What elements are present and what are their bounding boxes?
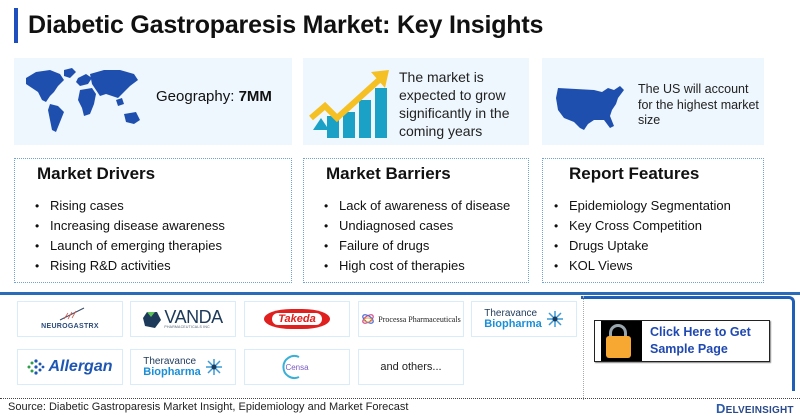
list-item: Epidemiology Segmentation — [554, 196, 731, 216]
report-features-section: Report Features Epidemiology Segmentatio… — [542, 158, 764, 283]
source-text: Source: Diabetic Gastroparesis Market In… — [8, 401, 409, 413]
list-item: Rising R&D activities — [35, 256, 225, 276]
logo-others: and others... — [358, 349, 464, 385]
market-drivers-list: Rising cases Increasing disease awarenes… — [35, 196, 225, 276]
cta-label: Click Here to Get Sample Page — [642, 321, 751, 361]
theravance-star-icon — [205, 359, 222, 375]
list-item: Failure of drugs — [324, 236, 510, 256]
unlock-icon — [601, 321, 642, 361]
cta-divider — [583, 296, 584, 400]
market-barriers-section: Market Barriers Lack of awareness of dis… — [303, 158, 529, 283]
brand-rest: ELVEINSIGHT — [725, 405, 794, 416]
logo-processa: Processa Pharmaceuticals — [358, 301, 464, 337]
us-map-icon — [556, 86, 624, 130]
geography-value: 7MM — [238, 88, 272, 105]
list-item: High cost of therapies — [324, 256, 510, 276]
theravance-name-2: Biopharma — [143, 365, 201, 378]
vanda-mark-icon — [143, 312, 162, 328]
theravance-name-1: Theravance — [484, 307, 538, 319]
title-accent-bar — [14, 8, 18, 43]
list-item: KOL Views — [554, 256, 731, 276]
theravance-name-1: Theravance — [143, 355, 197, 367]
logo-theravance-2: Theravance Biopharma — [130, 349, 236, 385]
allergan-dots-icon — [27, 359, 45, 375]
logo-allergan: Allergan — [17, 349, 123, 385]
list-item: Increasing disease awareness — [35, 216, 225, 236]
takeda-name: Takeda — [272, 313, 322, 325]
neurogastrx-mark-icon — [59, 307, 85, 321]
section-divider — [0, 292, 800, 295]
logo-takeda: Takeda — [244, 301, 350, 337]
neurogastrx-name: NEUROGASTRX — [41, 322, 99, 330]
geography-card: Geography: 7MM — [14, 58, 292, 145]
logo-theravance: Theravance Biopharma — [471, 301, 577, 337]
cta-label-line1: Click Here to Get — [650, 325, 751, 339]
geography-key: Geography: — [156, 88, 235, 105]
growth-text: The market is expected to grow significa… — [399, 69, 510, 139]
vanda-name: VANDA — [164, 307, 223, 327]
page-title: Diabetic Gastroparesis Market: Key Insig… — [28, 11, 544, 39]
processa-mark-icon — [362, 314, 375, 324]
censa-name: Censa — [285, 362, 309, 372]
geography-label: Geography: 7MM — [156, 88, 272, 105]
get-sample-page-button[interactable]: Click Here to Get Sample Page — [594, 320, 770, 362]
theravance-star-icon — [546, 311, 563, 327]
growth-chart-icon — [309, 70, 389, 138]
list-item: Drugs Uptake — [554, 236, 731, 256]
cta-frame — [581, 296, 795, 391]
vanda-sub: PHARMACEUTICALS INC — [164, 325, 210, 329]
allergan-name: Allergan — [48, 358, 113, 375]
list-item: Launch of emerging therapies — [35, 236, 225, 256]
theravance-name-2: Biopharma — [484, 317, 542, 330]
market-barriers-title: Market Barriers — [326, 164, 451, 183]
list-item: Key Cross Competition — [554, 216, 731, 236]
us-market-card: The US will account for the highest mark… — [542, 58, 764, 145]
logo-neurogastrx: NEUROGASTRX — [17, 301, 123, 337]
logo-vanda: VANDA PHARMACEUTICALS INC — [130, 301, 236, 337]
censa-arc-icon — [282, 355, 300, 379]
list-item: Undiagnosed cases — [324, 216, 510, 236]
cta-label-line2: Sample Page — [650, 342, 728, 356]
delveinsight-logo: DELVEINSIGHT — [716, 401, 794, 416]
report-features-list: Epidemiology Segmentation Key Cross Comp… — [554, 196, 731, 276]
brand-initial: D — [716, 401, 726, 416]
footer-divider — [0, 398, 800, 399]
world-map-icon — [26, 68, 140, 132]
list-item: Lack of awareness of disease — [324, 196, 510, 216]
market-barriers-list: Lack of awareness of disease Undiagnosed… — [324, 196, 510, 276]
market-drivers-title: Market Drivers — [37, 164, 156, 183]
processa-name: Processa Pharmaceuticals — [378, 314, 461, 324]
growth-card: The market is expected to grow significa… — [303, 58, 529, 145]
market-drivers-section: Market Drivers Rising cases Increasing d… — [14, 158, 292, 283]
list-item: Rising cases — [35, 196, 225, 216]
others-label: and others... — [380, 361, 442, 373]
report-features-title: Report Features — [569, 164, 700, 183]
logo-censa: Censa — [244, 349, 350, 385]
us-market-text: The US will account for the highest mark… — [638, 82, 759, 127]
